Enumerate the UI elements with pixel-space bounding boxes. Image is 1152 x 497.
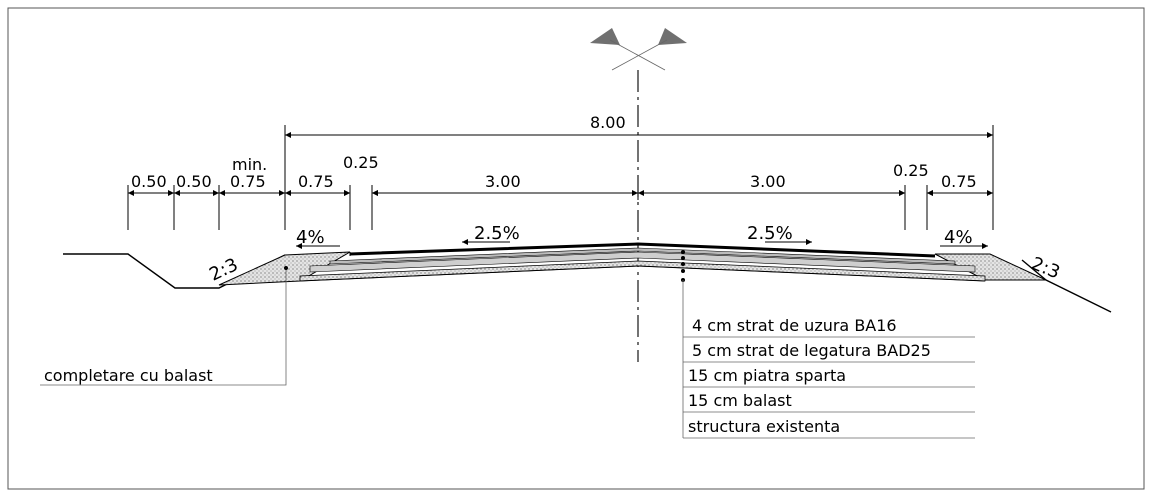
layer-label-ballast: 15 cm balast xyxy=(688,391,792,410)
dimension-left-lane: 3.00 xyxy=(485,172,521,191)
slope-left-shoulder: 4% xyxy=(296,227,325,248)
dimension-total-label: 8.00 xyxy=(590,113,626,132)
pavement-subbase-layer xyxy=(309,251,976,273)
dimension-left-strip: 0.25 xyxy=(343,153,379,172)
dimension-right-lane: 3.00 xyxy=(750,172,786,191)
dimension-left-3: 0.75 xyxy=(230,172,266,191)
slope-right-shoulder: 4% xyxy=(944,227,973,248)
dimension-right-shoulder: 0.75 xyxy=(941,172,977,191)
layer-label-existing: structura existenta xyxy=(688,417,840,436)
dimension-left-shoulder: 0.75 xyxy=(298,172,334,191)
layer-markers xyxy=(681,250,685,438)
axis-symbol xyxy=(590,28,687,71)
drawing-border xyxy=(7,7,1145,490)
layer-leaders xyxy=(683,336,975,439)
layer-label-wearing: 4 cm strat de uzura BA16 xyxy=(692,316,897,335)
side-note-leader xyxy=(40,268,287,386)
dimension-segments xyxy=(127,185,993,230)
slope-right-lane: 2.5% xyxy=(747,223,793,244)
dimension-total xyxy=(284,125,994,230)
pavement-binder-layer xyxy=(329,247,956,265)
pavement-wearing-course xyxy=(349,242,936,258)
dimension-left-1: 0.50 xyxy=(131,172,167,191)
slope-left-lane: 2.5% xyxy=(474,223,520,244)
layer-label-crushed-stone: 15 cm piatra sparta xyxy=(688,366,846,385)
layer-label-binder: 5 cm strat de legatura BAD25 xyxy=(692,341,931,360)
dimension-min-label: min. xyxy=(232,155,267,174)
axis-flag-left xyxy=(590,28,620,45)
dimension-right-strip: 0.25 xyxy=(893,161,929,180)
dimension-left-2: 0.50 xyxy=(176,172,212,191)
side-note-label: completare cu balast xyxy=(44,366,213,385)
